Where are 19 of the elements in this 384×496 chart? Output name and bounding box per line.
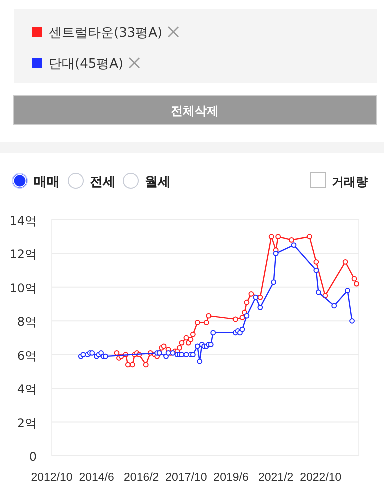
y-tick-label: 10억 — [10, 281, 37, 296]
y-tick-label: 8억 — [17, 315, 37, 330]
legend-label: 단대(45평A) — [49, 57, 124, 72]
x-tick-label: 2012/10 — [31, 472, 73, 484]
y-tick-label: 14억 — [10, 214, 37, 228]
y-tick-label: 6억 — [17, 348, 37, 363]
y-tick-label: 12억 — [10, 248, 37, 262]
y-tick-label: 0 — [29, 450, 37, 464]
x-tick-label: 2017/10 — [166, 472, 208, 484]
checkbox: 거래량 — [310, 172, 368, 189]
legend-label: 센트럴타운(33평A) — [49, 26, 163, 41]
y-tick-label: 2억 — [17, 416, 37, 430]
x-tick-label: 2016/2 — [124, 472, 160, 484]
x-tick-label: 2019/6 — [214, 472, 249, 484]
x-tick-label: 2021/2 — [258, 472, 294, 484]
y-tick-label: 4억 — [17, 382, 37, 397]
x-tick-label: 2022/10 — [300, 472, 342, 484]
button: 전체삭제 — [14, 96, 378, 126]
x-tick-label: 2014/6 — [79, 472, 114, 484]
